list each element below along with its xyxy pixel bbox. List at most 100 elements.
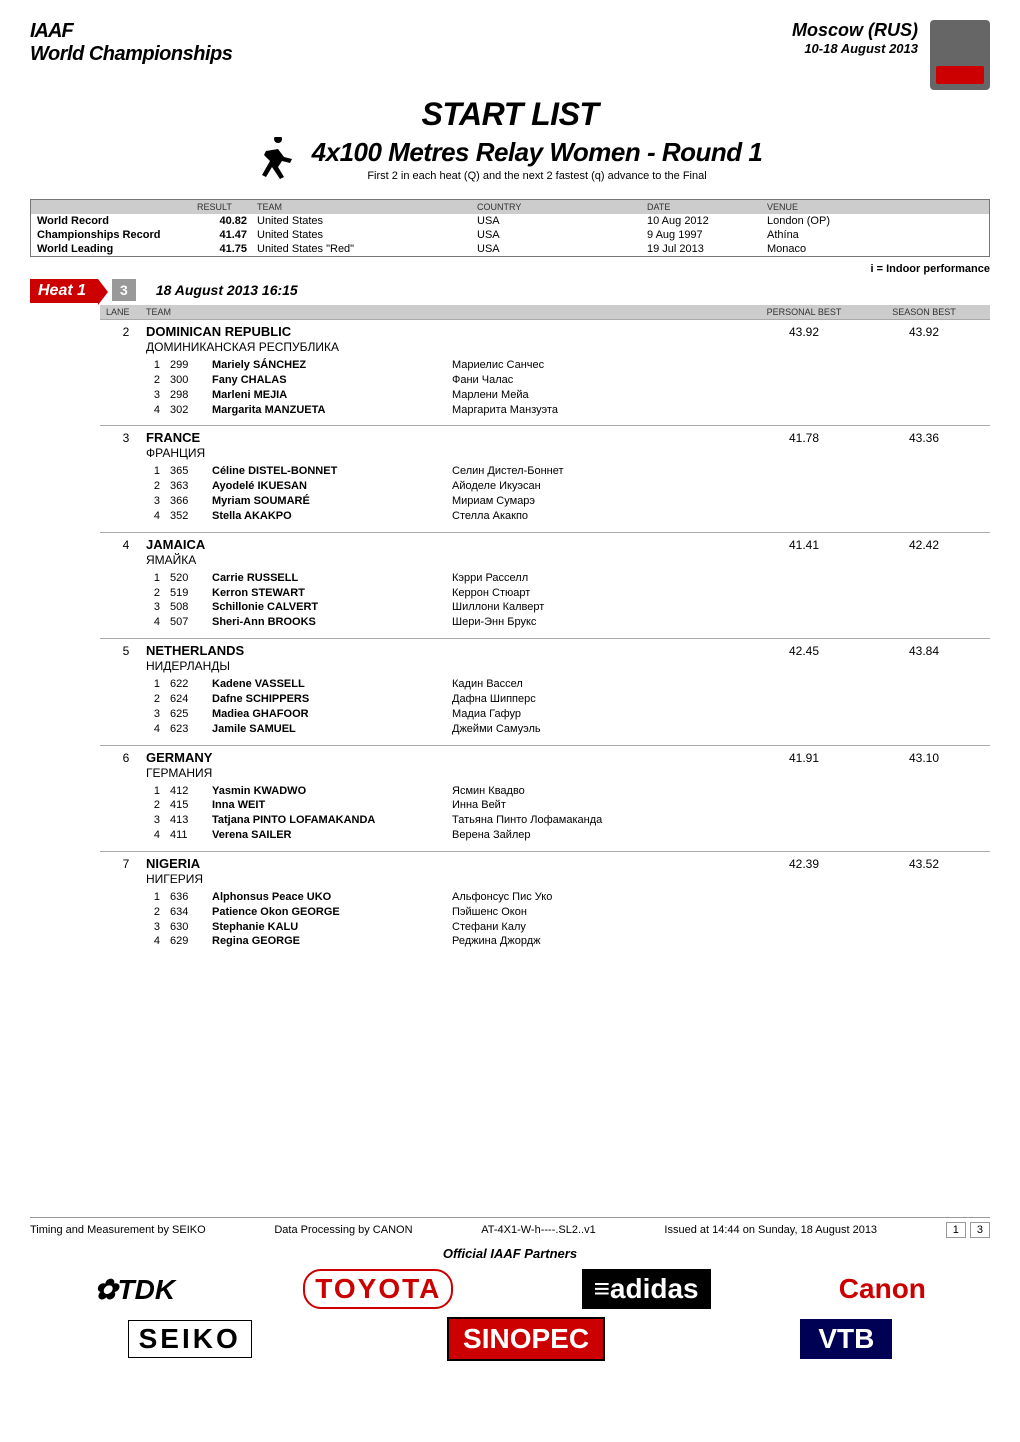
country-name: FRANCE (146, 430, 744, 445)
championship-name: World Championships (30, 43, 232, 66)
athlete-row: 2300Fany CHALASФани Чалас (100, 373, 990, 388)
country-name: DOMINICAN REPUBLIC (146, 324, 744, 339)
record-label: World Leading (37, 243, 197, 255)
record-mark: 41.75 (197, 243, 257, 255)
athlete-bib: 413 (170, 813, 212, 828)
data-credit: Data Processing by CANON (274, 1224, 412, 1236)
athlete-name: Jamile SAMUEL (212, 722, 452, 737)
athlete-bib: 625 (170, 707, 212, 722)
season-best: 43.36 (864, 431, 984, 445)
host-city: Moscow (RUS) (792, 20, 918, 41)
country-local-name: ЯМАЙКА (100, 553, 990, 567)
athlete-bib: 411 (170, 828, 212, 843)
athlete-local-name: Кадин Вассел (452, 677, 984, 692)
athlete-local-name: Мириам Сумарэ (452, 494, 984, 509)
athlete-order: 4 (146, 722, 170, 737)
record-label: World Record (37, 215, 197, 227)
athlete-local-name: Марлени Мейа (452, 388, 984, 403)
record-mark: 41.47 (197, 229, 257, 241)
country-block: 6GERMANY41.9143.10ГЕРМАНИЯ1412Yasmin KWA… (100, 745, 990, 851)
col-team: TEAM (146, 307, 744, 317)
athlete-row: 4629Regina GEORGEРеджина Джордж (100, 934, 990, 949)
record-label: Championships Record (37, 229, 197, 241)
athlete-name: Ayodelé IKUESAN (212, 479, 452, 494)
athlete-name: Tatjana PINTO LOFAMAKANDA (212, 813, 452, 828)
athlete-bib: 507 (170, 615, 212, 630)
athlete-order: 2 (146, 692, 170, 707)
athlete-name: Céline DISTEL-BONNET (212, 464, 452, 479)
athlete-order: 2 (146, 905, 170, 920)
athlete-name: Kerron STEWART (212, 586, 452, 601)
athlete-local-name: Верена Зайлер (452, 828, 984, 843)
athlete-row: 3508Schillonie CALVERTШиллони Калверт (100, 600, 990, 615)
record-venue: Monaco (767, 243, 983, 255)
athlete-order: 3 (146, 388, 170, 403)
season-best: 43.84 (864, 644, 984, 658)
footer-bar: Timing and Measurement by SEIKO Data Pro… (30, 1217, 990, 1238)
athlete-order: 1 (146, 784, 170, 799)
sponsor-row-2: SEIKO SINOPEC VTB (30, 1317, 990, 1361)
page-total: 3 (970, 1222, 990, 1238)
page-header: IAAF World Championships Moscow (RUS) 10… (30, 20, 990, 90)
country-local-name: ФРАНЦИЯ (100, 446, 990, 460)
record-mark: 40.82 (197, 215, 257, 227)
country-block: 4JAMAICA41.4142.42ЯМАЙКА1520Carrie RUSSE… (100, 532, 990, 638)
season-best: 43.92 (864, 325, 984, 339)
athlete-order: 3 (146, 600, 170, 615)
record-row: World Leading41.75United States "Red"USA… (31, 242, 989, 256)
athlete-order: 1 (146, 677, 170, 692)
athlete-row: 2415Inna WEITИнна Вейт (100, 798, 990, 813)
sponsor-seiko: SEIKO (128, 1320, 252, 1358)
athlete-bib: 300 (170, 373, 212, 388)
athlete-row: 1299Mariely SÁNCHEZМариелис Санчес (100, 358, 990, 373)
record-venue: London (OP) (767, 215, 983, 227)
col-lane: LANE (106, 307, 146, 317)
athlete-row: 4411Verena SAILERВерена Зайлер (100, 828, 990, 843)
athlete-order: 3 (146, 813, 170, 828)
athlete-local-name: Мариелис Санчес (452, 358, 984, 373)
sponsor-tdk: ✿TDK (94, 1273, 175, 1306)
athlete-row: 1622Kadene VASSELLКадин Вассел (100, 677, 990, 692)
col-blank (37, 202, 197, 212)
athlete-bib: 630 (170, 920, 212, 935)
country-local-name: ГЕРМАНИЯ (100, 766, 990, 780)
athlete-local-name: Татьяна Пинто Лофамаканда (452, 813, 984, 828)
col-country: COUNTRY (477, 202, 647, 212)
athlete-row: 2634Patience Okon GEORGEПэйшенс Окон (100, 905, 990, 920)
season-best: 43.52 (864, 857, 984, 871)
athlete-bib: 508 (170, 600, 212, 615)
record-row: World Record40.82United StatesUSA10 Aug … (31, 214, 989, 228)
athlete-name: Mariely SÁNCHEZ (212, 358, 452, 373)
athlete-local-name: Шери-Энн Брукс (452, 615, 984, 630)
runner-icon (258, 137, 298, 187)
athlete-row: 3625Madiea GHAFOORМадиа Гафур (100, 707, 990, 722)
athlete-order: 1 (146, 571, 170, 586)
athlete-local-name: Альфонсус Пис Уко (452, 890, 984, 905)
athlete-name: Schillonie CALVERT (212, 600, 452, 615)
lane-number: 2 (106, 325, 146, 339)
lane-number: 6 (106, 751, 146, 765)
personal-best: 42.39 (744, 857, 864, 871)
country-block: 7NIGERIA42.3943.52НИГЕРИЯ1636Alphonsus P… (100, 851, 990, 957)
col-venue: VENUE (767, 202, 983, 212)
athlete-name: Kadene VASSELL (212, 677, 452, 692)
lane-number: 5 (106, 644, 146, 658)
document-title: START LIST (30, 96, 990, 133)
athlete-order: 1 (146, 358, 170, 373)
personal-best: 41.91 (744, 751, 864, 765)
athlete-bib: 629 (170, 934, 212, 949)
record-venue: Athína (767, 229, 983, 241)
lane-number: 7 (106, 857, 146, 871)
record-country: USA (477, 229, 647, 241)
athlete-bib: 365 (170, 464, 212, 479)
country-name: GERMANY (146, 750, 744, 765)
athlete-local-name: Маргарита Манзуэта (452, 403, 984, 418)
country-local-name: НИГЕРИЯ (100, 872, 990, 886)
athlete-row: 3630Stephanie KALUСтефани Калу (100, 920, 990, 935)
athlete-name: Yasmin KWADWO (212, 784, 452, 799)
col-result: RESULT (197, 202, 257, 212)
athlete-name: Dafne SCHIPPERS (212, 692, 452, 707)
partners-label: Official IAAF Partners (30, 1246, 990, 1261)
athlete-order: 2 (146, 479, 170, 494)
athlete-order: 4 (146, 615, 170, 630)
